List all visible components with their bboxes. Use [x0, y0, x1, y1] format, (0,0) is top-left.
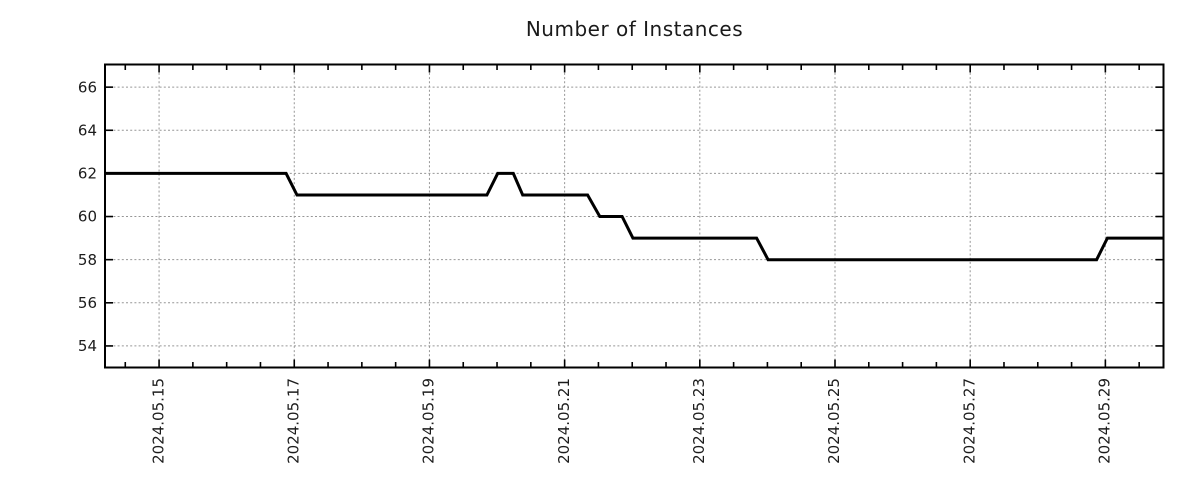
axis-ticks	[106, 65, 1163, 367]
y-tick-label: 66	[78, 78, 97, 96]
y-tick-label: 58	[78, 251, 97, 269]
x-tick-label: 2024.05.25	[825, 378, 843, 464]
x-tick-label: 2024.05.15	[149, 378, 167, 464]
plot-border	[104, 63, 1165, 369]
y-tick-label: 60	[78, 208, 97, 226]
x-tick-labels: 2024.05.15 2024.05.17 2024.05.19 2024.05.21…	[149, 378, 1113, 464]
chart-title: Number of Instances	[525, 17, 744, 41]
x-tick-label: 2024.05.29	[1096, 378, 1114, 464]
x-tick-label: 2024.05.19	[420, 378, 438, 464]
grid-lines	[105, 64, 1164, 368]
y-tick-label: 64	[78, 121, 97, 139]
y-tick-label: 62	[78, 165, 97, 183]
x-tick-label: 2024.05.17	[284, 378, 302, 464]
y-tick-labels: 54 56 58 60 62 64 66	[78, 78, 97, 355]
y-tick-label: 54	[78, 337, 97, 355]
x-tick-label: 2024.05.27	[960, 378, 978, 464]
instances-series-line	[105, 171, 1164, 262]
y-tick-label: 56	[78, 294, 97, 312]
data-series	[105, 171, 1164, 262]
x-tick-label: 2024.05.21	[555, 378, 573, 464]
x-tick-label: 2024.05.23	[690, 378, 708, 464]
